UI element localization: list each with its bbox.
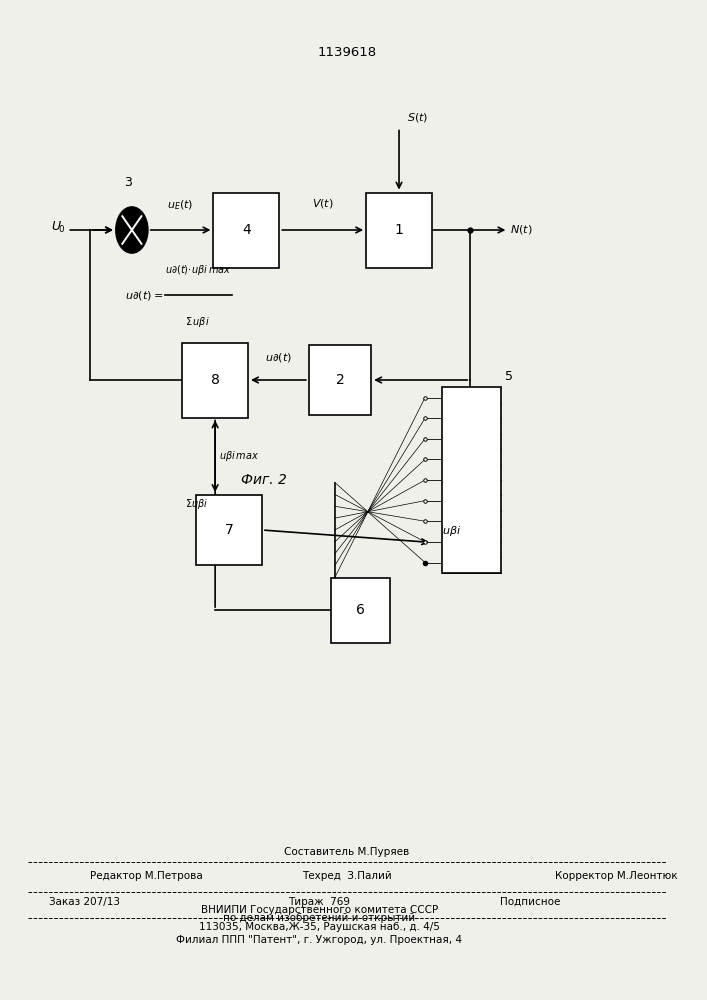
Text: $U_{\!0}$: $U_{\!0}$ bbox=[51, 219, 66, 235]
Bar bbox=[366, 192, 432, 267]
Text: $\Sigma\,u\beta i$: $\Sigma\,u\beta i$ bbox=[185, 315, 210, 329]
Text: Фиг. 2: Фиг. 2 bbox=[241, 473, 286, 487]
Bar bbox=[332, 577, 390, 642]
Text: 2: 2 bbox=[336, 373, 344, 387]
Text: $u\beta i$: $u\beta i$ bbox=[443, 524, 462, 538]
Text: 5: 5 bbox=[505, 369, 513, 382]
Bar bbox=[196, 495, 262, 565]
Text: $u\partial(t)=$: $u\partial(t)=$ bbox=[125, 288, 163, 302]
Bar bbox=[443, 387, 501, 572]
Text: Составитель М.Пуряев: Составитель М.Пуряев bbox=[284, 847, 409, 857]
Text: 8: 8 bbox=[211, 373, 220, 387]
Text: 7: 7 bbox=[225, 523, 233, 537]
Text: $\Sigma u\beta i$: $\Sigma u\beta i$ bbox=[185, 497, 208, 511]
Text: $V(t)$: $V(t)$ bbox=[312, 197, 334, 210]
Text: $u\beta i\,max$: $u\beta i\,max$ bbox=[218, 449, 259, 463]
Bar bbox=[214, 192, 279, 267]
Text: Корректор М.Леонтюк: Корректор М.Леонтюк bbox=[555, 871, 678, 881]
Text: Тираж  769: Тираж 769 bbox=[288, 897, 350, 907]
Text: $u\partial(t)\!\cdot\!u\beta i\,max$: $u\partial(t)\!\cdot\!u\beta i\,max$ bbox=[165, 263, 231, 277]
Text: 1139618: 1139618 bbox=[317, 45, 377, 58]
Text: 113035, Москва,Ж-35, Раушская наб., д. 4/5: 113035, Москва,Ж-35, Раушская наб., д. 4… bbox=[199, 922, 440, 932]
Text: 4: 4 bbox=[242, 223, 251, 237]
Text: Заказ 207/13: Заказ 207/13 bbox=[49, 897, 119, 907]
Text: ВНИИПИ Государственного комитета СССР: ВНИИПИ Государственного комитета СССР bbox=[201, 905, 438, 915]
Text: $u\partial(t)$: $u\partial(t)$ bbox=[265, 351, 292, 364]
Text: Филиал ППП "Патент", г. Ужгород, ул. Проектная, 4: Филиал ППП "Патент", г. Ужгород, ул. Про… bbox=[176, 935, 462, 945]
Circle shape bbox=[116, 207, 148, 253]
Text: Подписное: Подписное bbox=[500, 897, 560, 907]
Text: $S(t)$: $S(t)$ bbox=[407, 111, 428, 124]
Bar bbox=[309, 345, 371, 415]
Text: $u_E(t)$: $u_E(t)$ bbox=[168, 198, 194, 212]
Bar bbox=[182, 342, 248, 418]
Text: Редактор М.Петрова: Редактор М.Петрова bbox=[90, 871, 203, 881]
Text: 6: 6 bbox=[356, 603, 366, 617]
Text: 1: 1 bbox=[395, 223, 404, 237]
Text: Техред  З.Палий: Техред З.Палий bbox=[302, 871, 392, 881]
Text: 3: 3 bbox=[124, 176, 132, 189]
Text: по делам изобретений и открытий: по делам изобретений и открытий bbox=[223, 913, 415, 923]
Text: $N(t)$: $N(t)$ bbox=[510, 224, 533, 236]
